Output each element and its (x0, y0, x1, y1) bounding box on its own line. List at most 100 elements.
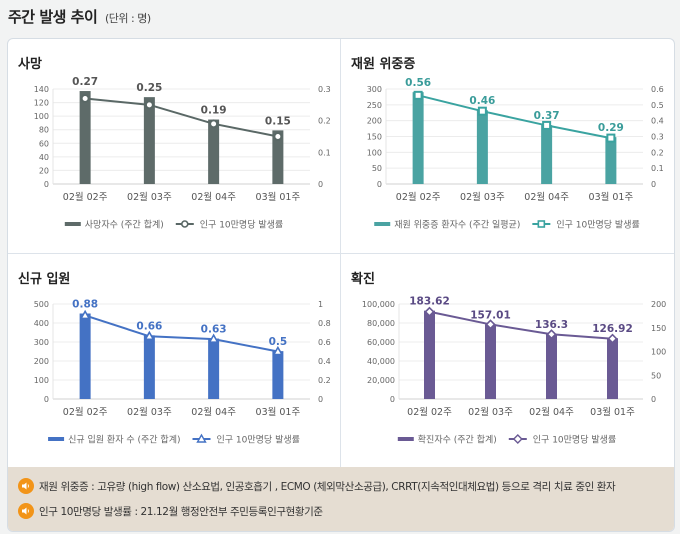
y-tick-right: 0 (651, 180, 656, 189)
data-label: 0.27 (72, 76, 98, 88)
y-tick-right: 100 (651, 348, 666, 357)
chart-title: 재원 위중증 (351, 57, 416, 72)
legend-line-label: 인구 10만명당 발생률 (217, 435, 300, 446)
legend-bar-label: 재원 위중증 환자수 (주간 일평균) (394, 219, 520, 231)
x-tick-label: 02월 04주 (529, 406, 574, 418)
data-label: 126.92 (592, 323, 633, 335)
chart-title: 확진 (351, 272, 375, 287)
data-label: 0.19 (201, 105, 227, 117)
unit-label: (단위 : 명) (104, 12, 151, 25)
data-label: 0.46 (469, 95, 495, 107)
data-point (546, 329, 557, 340)
legend-bar-swatch (48, 437, 65, 441)
y-tick-right: 0.4 (318, 357, 331, 366)
page-title: 주간 발생 추이 (단위 : 명) (8, 6, 151, 27)
y-tick-right: 0.1 (318, 148, 331, 157)
notes-section: 재원 위중증 : 고유량 (high flow) 산소요법, 인공호흡기 , E… (8, 467, 674, 531)
data-point (143, 330, 155, 341)
y-tick-right: 1 (318, 300, 323, 309)
legend-line-label: 인구 10만명당 발생률 (556, 220, 639, 231)
y-tick-right: 0.6 (651, 85, 664, 94)
rate-line (429, 310, 613, 340)
page-title-text: 주간 발생 추이 (8, 8, 98, 26)
x-tick-label: 02월 02주 (407, 406, 452, 418)
y-tick-left: 40,000 (367, 357, 395, 366)
data-label: 0.29 (598, 122, 624, 134)
legend-bar-label: 사망자수 (주간 합계) (85, 219, 164, 231)
bar (424, 310, 435, 399)
data-point (485, 319, 496, 330)
speaker-icon (18, 478, 34, 494)
data-point (272, 345, 284, 356)
legend: 확진자수 (주간 합계) 인구 10만명당 발생률 (397, 434, 616, 446)
x-tick-label: 02월 02주 (396, 191, 441, 203)
data-point (542, 120, 552, 130)
bar (541, 125, 553, 184)
legend-marker (196, 433, 207, 443)
rate-line (417, 94, 612, 140)
x-tick-label: 02월 03주 (460, 191, 505, 203)
data-label: 0.5 (269, 336, 288, 348)
panel-admission: 신규 입원 0 100 200 300 400 500 0 0.2 0.4 0.6 0.8 1 02월 … (8, 254, 340, 468)
legend-marker (537, 220, 546, 228)
y-tick-left: 0 (44, 180, 49, 189)
chart-critical: 0 50 100 150 200 250 300 0 0.1 0.2 0.3 0.4 0.5 0.6 02월… (367, 77, 664, 231)
data-label: 0.15 (265, 115, 291, 127)
y-tick-left: 300 (34, 338, 49, 347)
rate-line (84, 314, 279, 353)
y-tick-right: 0.3 (651, 133, 664, 142)
bar (79, 313, 91, 399)
bar (208, 119, 220, 184)
bar (79, 91, 91, 184)
legend-marker (180, 220, 189, 228)
data-point (208, 333, 220, 343)
y-tick-right: 0.2 (651, 148, 664, 157)
y-tick-left: 60,000 (367, 338, 395, 347)
legend-bar-label: 신규 입원 환자 수 (주간 합계) (68, 434, 180, 446)
data-label: 0.37 (534, 110, 560, 122)
y-tick-right: 0.4 (651, 117, 664, 126)
legend-bar-label: 확진자수 (주간 합계) (418, 434, 497, 446)
x-tick-label: 03월 01주 (256, 191, 301, 203)
data-label: 0.63 (201, 324, 227, 336)
data-point (424, 306, 435, 317)
y-tick-right: 0 (651, 395, 656, 404)
bar (412, 92, 424, 184)
y-tick-left: 20 (39, 166, 49, 175)
y-tick-right: 0.2 (318, 117, 331, 126)
y-tick-right: 0.6 (318, 338, 331, 347)
y-tick-right: 0 (318, 180, 323, 189)
charts-container: 사망 0 20 40 60 80 100 120 140 0 0.1 0.2 0.3 02월 02주 02… (7, 38, 675, 532)
data-point (477, 106, 487, 116)
bar (607, 338, 618, 399)
y-tick-left: 250 (367, 101, 382, 110)
data-label: 0.56 (405, 77, 431, 89)
y-tick-left: 100,000 (362, 300, 395, 309)
panel-confirmed: 확진 0 20,000 40,000 60,000 80,000 100,000 0 50 10… (341, 254, 673, 468)
y-tick-right: 0.2 (318, 376, 331, 385)
data-point (273, 132, 283, 141)
y-tick-right: 0.3 (318, 85, 331, 94)
y-tick-left: 200 (34, 357, 49, 366)
x-tick-label: 02월 03주 (127, 406, 172, 418)
data-point (606, 133, 616, 143)
y-tick-left: 0 (44, 395, 49, 404)
data-point (413, 90, 423, 100)
y-tick-left: 200 (367, 117, 382, 126)
chart-admission: 0 100 200 300 400 500 0 0.2 0.4 0.6 0.8 1 02월 02주 02월… (34, 299, 331, 446)
bar (272, 351, 284, 399)
x-tick-label: 02월 03주 (468, 406, 513, 418)
y-tick-left: 50 (372, 164, 382, 173)
legend-line-label: 인구 10만명당 발생률 (200, 220, 283, 231)
legend: 사망자수 (주간 합계) 인구 10만명당 발생률 (64, 219, 283, 231)
y-tick-left: 150 (367, 133, 382, 142)
legend-bar-swatch (374, 222, 391, 226)
y-tick-left: 400 (34, 319, 49, 328)
horizontal-divider (8, 253, 674, 254)
data-label: 183.62 (409, 296, 450, 308)
data-label: 0.88 (72, 299, 98, 311)
data-point (607, 333, 618, 344)
panel-death: 사망 0 20 40 60 80 100 120 140 0 0.1 0.2 0.3 02월 02주 02… (8, 39, 340, 253)
x-tick-label: 03월 01주 (590, 406, 635, 418)
y-tick-left: 100 (34, 376, 49, 385)
